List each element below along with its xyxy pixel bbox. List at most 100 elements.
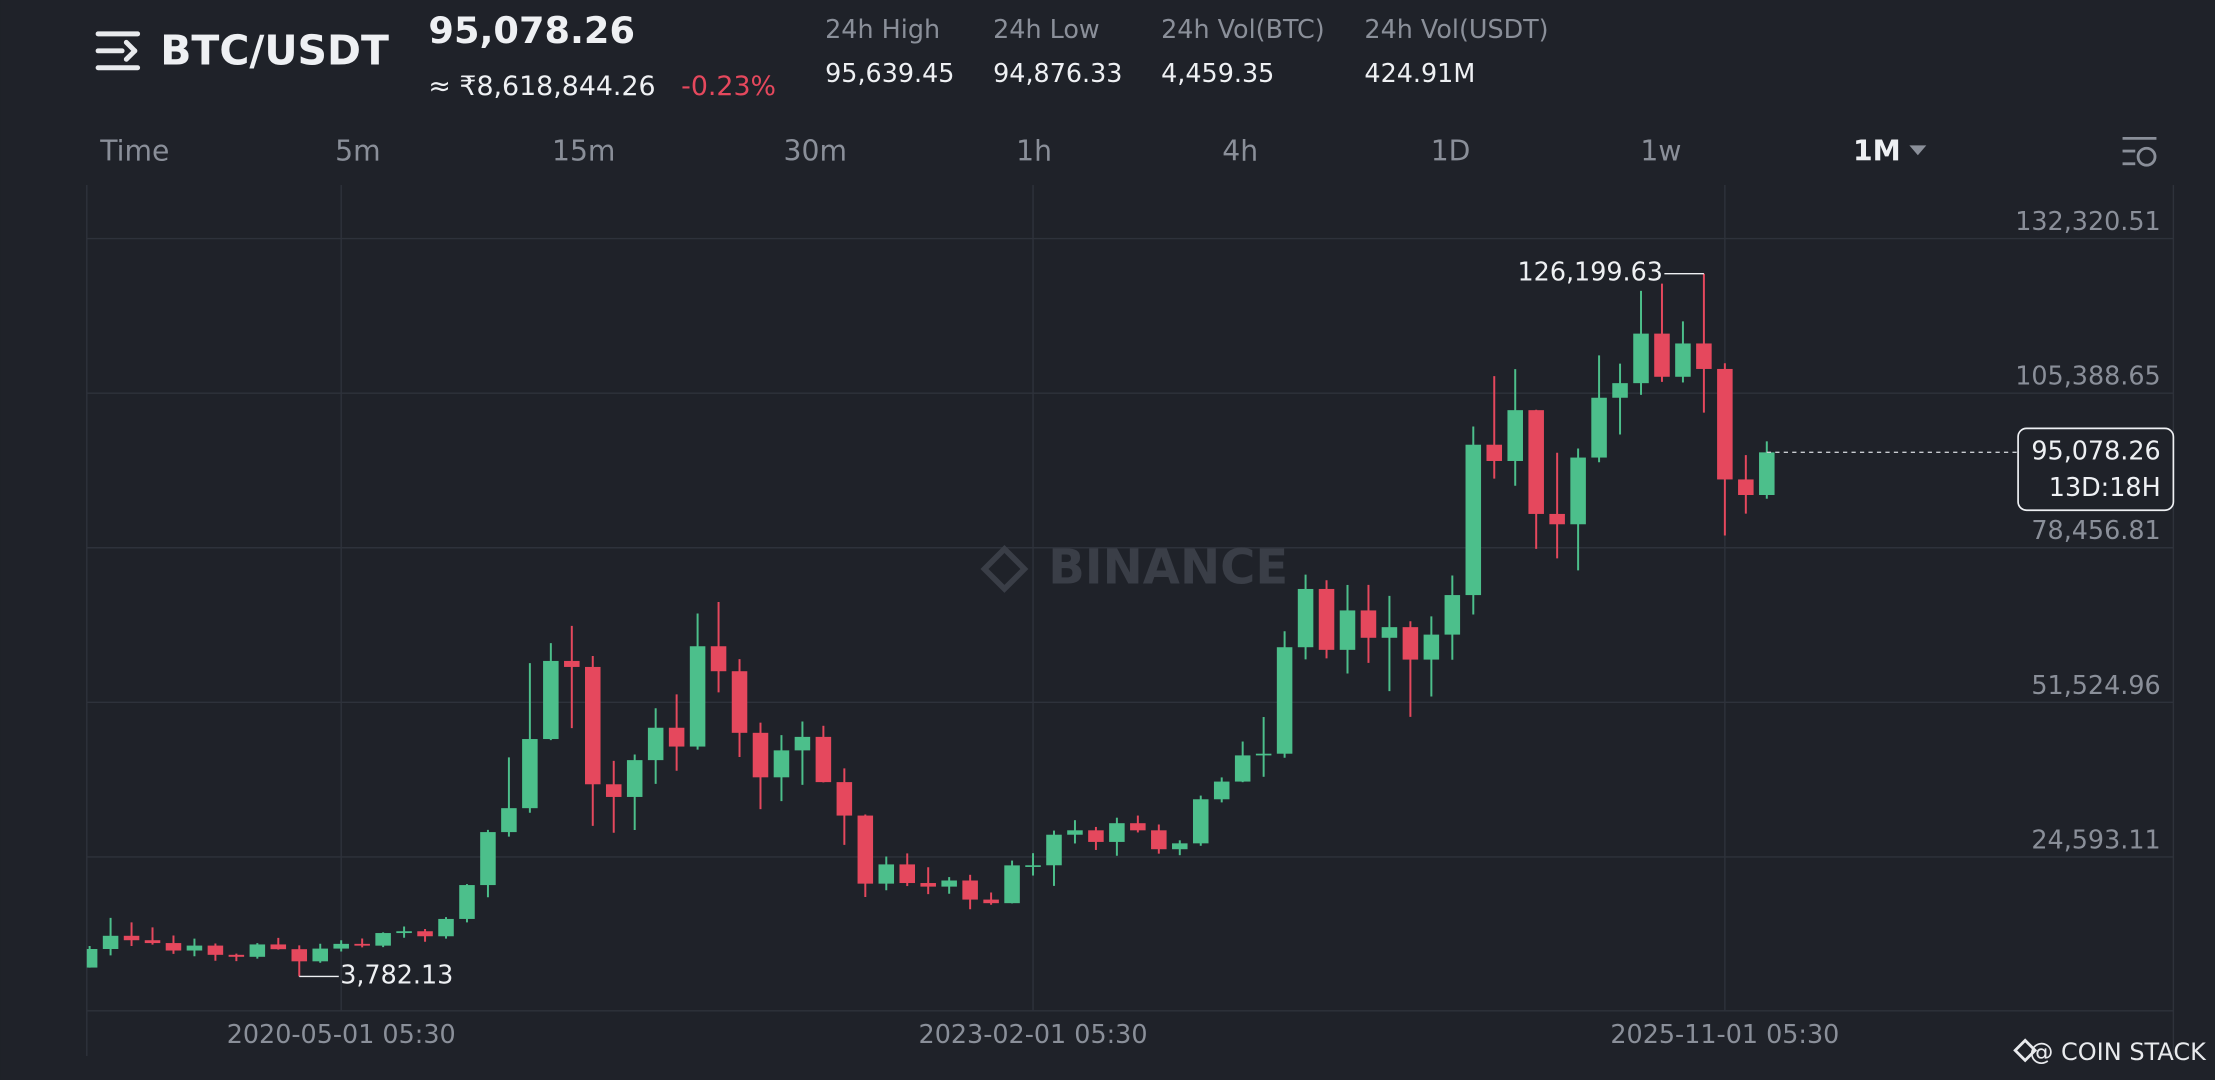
candle-body <box>417 931 433 937</box>
candle-body <box>1591 397 1607 458</box>
price-change: -0.23% <box>681 71 776 102</box>
candle-body <box>312 948 328 962</box>
candle-body <box>836 782 853 816</box>
candle-body <box>794 736 811 751</box>
candle-body <box>1213 781 1230 800</box>
candle-body <box>1360 610 1377 638</box>
x-tick-label: 2025-11-01 05:30 <box>1610 1019 1839 1049</box>
candle-body <box>228 954 245 957</box>
candle-body <box>501 808 517 833</box>
timeframe-tab[interactable]: 30m <box>784 134 847 167</box>
candle-body <box>1465 444 1482 596</box>
y-tick-label: 51,524.96 <box>2031 670 2160 700</box>
candle-body <box>1004 865 1020 904</box>
stat-value: 424.91M <box>1364 58 1475 88</box>
candle-body <box>270 944 287 950</box>
menu-icon[interactable] <box>95 31 141 71</box>
timeframe-tab[interactable]: 5m <box>335 134 380 167</box>
candle-body <box>1109 823 1125 842</box>
candle-body <box>1423 634 1440 660</box>
candle-body <box>773 750 790 778</box>
candle-body <box>1276 647 1293 754</box>
x-tick-label: 2023-02-01 05:30 <box>919 1019 1148 1049</box>
candle-body <box>1234 755 1251 782</box>
candle-body <box>1339 610 1356 650</box>
candle-body <box>375 933 391 946</box>
stat-label: 24h Vol(BTC) <box>1161 14 1325 44</box>
candle-body <box>1675 343 1691 377</box>
candle-body <box>1088 830 1104 842</box>
candle-body <box>396 931 412 934</box>
candle-body <box>626 760 643 797</box>
candle-body <box>438 918 454 937</box>
stat-value: 95,639.45 <box>825 58 954 88</box>
candle-body <box>86 949 98 968</box>
candle-body <box>1255 753 1272 756</box>
candle-body <box>1130 823 1146 831</box>
y-tick-label: 78,456.81 <box>2031 515 2160 545</box>
timeframe-tab[interactable]: 1D <box>1431 134 1471 167</box>
dropdown-arrow[interactable] <box>1909 145 1927 156</box>
y-tick-label: 24,593.11 <box>2031 824 2160 854</box>
timeframe-tab[interactable]: 15m <box>552 134 615 167</box>
timeframe-tab[interactable]: 1w <box>1640 134 1681 167</box>
candle-body <box>983 899 999 904</box>
candle-body <box>102 935 119 950</box>
annotation-label: 3,782.13 <box>340 959 453 989</box>
y-tick-label: 132,320.51 <box>2015 206 2160 236</box>
candle-body <box>1381 627 1398 638</box>
candle-body <box>354 943 370 946</box>
timeframe-tab[interactable]: 4h <box>1222 134 1258 167</box>
price-inr: ≈ ₹8,618,844.26 <box>428 71 655 102</box>
candle-body <box>1696 343 1712 369</box>
candle-body <box>1151 830 1167 850</box>
price-tag-label: 95,078.26 <box>2031 435 2160 465</box>
candle-body <box>1318 588 1335 650</box>
candle-body <box>1633 333 1649 384</box>
candle-body <box>668 727 685 747</box>
price-tag <box>2017 427 2175 512</box>
candle-body <box>144 940 161 944</box>
stat-value: 4,459.35 <box>1161 58 1274 88</box>
candle-body <box>459 885 475 919</box>
countdown: 13D:18H <box>2049 472 2161 502</box>
candle-body <box>1759 452 1775 496</box>
candle-body <box>710 646 727 672</box>
candle-body <box>1067 830 1083 835</box>
candle-body <box>186 945 203 951</box>
candle-body <box>899 864 916 884</box>
timeframe-tab[interactable]: 1M <box>1853 134 1901 167</box>
settings-icon[interactable] <box>2122 136 2157 167</box>
candle-body <box>920 883 936 887</box>
watermark-logo <box>980 544 1029 593</box>
symbol[interactable]: BTC/USDT <box>160 27 389 75</box>
credit: @ COIN STACK <box>2029 1038 2207 1066</box>
candle-body <box>1402 627 1419 660</box>
candle-body <box>543 660 559 740</box>
watermark: BINANCE <box>1048 539 1288 595</box>
candle-body <box>480 832 496 886</box>
last-price: 95,078.26 <box>428 9 635 52</box>
candle-body <box>1486 444 1503 461</box>
candle-body <box>249 944 266 957</box>
candle-body <box>1549 513 1565 525</box>
credit-icon <box>2013 1038 2038 1063</box>
candle-body <box>1046 834 1062 866</box>
watermark-shape <box>980 544 1029 593</box>
stat-label: 24h Low <box>993 14 1100 44</box>
candle-body <box>815 736 832 783</box>
candle-body <box>585 666 601 785</box>
candle-body <box>647 727 664 761</box>
candle-body <box>1507 410 1523 461</box>
candle-body <box>689 646 706 747</box>
candle-body <box>1444 595 1461 635</box>
candle-body <box>752 732 769 778</box>
timeframe-tab[interactable]: 1h <box>1016 134 1052 167</box>
timeframe-tab[interactable]: Time <box>99 134 169 167</box>
stat-label: 24h High <box>825 14 940 44</box>
annotation-label: 126,199.63 <box>1517 257 1662 287</box>
candle-body <box>522 739 538 809</box>
stat-value: 94,876.33 <box>993 58 1122 88</box>
